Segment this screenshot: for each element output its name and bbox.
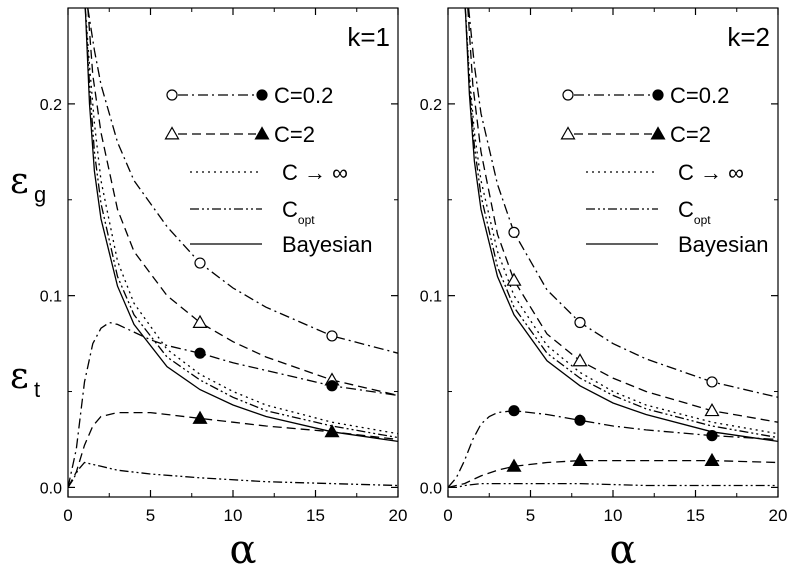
data-area — [68, 8, 398, 488]
data-point-marker — [572, 353, 588, 367]
panel-label: k=1 — [347, 22, 390, 52]
data-point-marker — [572, 452, 588, 467]
data-point-marker — [704, 402, 720, 417]
series-line-generalization-dashdot — [467, 8, 778, 398]
series-line-generalization-dashdot — [87, 8, 398, 354]
data-point-marker — [192, 314, 208, 328]
data-point-marker — [508, 226, 520, 238]
y-axis-symbols: ε g ε t — [10, 161, 46, 402]
x-tick-label: 5 — [526, 506, 535, 525]
legend-label: C=0.2 — [670, 83, 729, 108]
data-point-marker — [706, 430, 718, 442]
data-point-marker — [508, 405, 520, 417]
data-point-marker — [704, 452, 720, 467]
data-point-marker — [506, 272, 522, 286]
y-tick-label: 0.0 — [420, 480, 442, 497]
data-point-marker — [574, 316, 586, 329]
legend: C=0.2 C=2 C → ∞ Copt Bayesian — [164, 83, 373, 257]
series-line-generalization-dashdotdot — [464, 8, 778, 439]
legend-marker — [166, 89, 178, 101]
data-point-marker — [574, 414, 586, 426]
y-tick-label: 0.1 — [420, 289, 442, 306]
series-line-generalization-solid — [464, 8, 778, 443]
legend-marker — [256, 89, 268, 101]
legend-marker — [562, 89, 574, 101]
chart-panel-1: 0 5 10 15 20 0.0 0.1 0.2 α k=1 C=0.2 C=2 C → ∞ Copt Ba… — [40, 7, 408, 573]
legend-marker — [164, 126, 180, 140]
x-tick-label: 10 — [604, 506, 623, 525]
legend-marker — [652, 89, 664, 101]
legend: C=0.2 C=2 C → ∞ Copt Bayesian — [560, 83, 769, 257]
x-tick-label: 20 — [769, 506, 788, 525]
series-line-training-dashed — [68, 411, 398, 488]
x-tick-label: 15 — [686, 506, 705, 525]
x-tick-label: 10 — [224, 506, 243, 525]
chart-panel-2: 0 5 10 15 20 0.0 0.1 0.2 α k=2 C=0.2 C=2 C → ∞ Copt Ba… — [420, 7, 788, 573]
legend-label: C=2 — [274, 122, 315, 147]
data-point-marker — [506, 458, 522, 472]
y-tick-label: 0.1 — [40, 289, 62, 306]
y-axis-label-training-subscript: t — [34, 377, 40, 402]
data-area — [448, 8, 778, 489]
series-line-generalization-dotted — [464, 8, 778, 435]
data-point-marker — [192, 410, 208, 424]
x-axis-label: α — [229, 527, 256, 573]
data-point-marker — [706, 376, 718, 388]
series-line-generalization-dashdotdot — [84, 8, 398, 439]
legend-marker — [650, 126, 666, 140]
legend-label: Copt — [678, 197, 711, 227]
legend-label: Copt — [282, 197, 315, 227]
data-point-marker — [324, 424, 340, 438]
series-line-training-dashed — [448, 459, 778, 489]
y-tick-label: 0.0 — [40, 480, 62, 497]
x-tick-label: 20 — [389, 506, 408, 525]
legend-label: C=0.2 — [274, 83, 333, 108]
data-point-marker — [194, 257, 206, 269]
series-line-generalization-dashed — [87, 8, 398, 397]
y-axis-label-generalization-subscript: g — [34, 182, 46, 207]
legend-marker — [254, 126, 270, 140]
legend-marker — [560, 126, 576, 140]
data-point-marker — [326, 330, 338, 342]
series-line-training-dashdotdot — [68, 461, 398, 488]
series-line-generalization-dashed — [467, 8, 778, 423]
legend-label: Bayesian — [678, 232, 769, 257]
x-tick-label: 0 — [63, 506, 72, 525]
x-tick-label: 5 — [146, 506, 155, 525]
series-line-generalization-dotted — [84, 8, 398, 435]
y-axis-label-generalization: ε — [10, 161, 29, 202]
y-tick-label: 0.2 — [40, 97, 62, 114]
legend-label-subscript: opt — [298, 213, 315, 227]
y-tick-label: 0.2 — [420, 97, 442, 114]
data-point-marker — [326, 380, 338, 392]
legend-label: C=2 — [670, 122, 711, 147]
x-axis-label: α — [609, 527, 636, 573]
data-point-marker — [194, 347, 206, 359]
x-tick-label: 15 — [306, 506, 325, 525]
y-axis-label-training: ε — [10, 356, 29, 397]
series-line-training-dashdot — [448, 410, 778, 488]
series-line-training-dashdotdot — [448, 482, 778, 489]
series-line-generalization-solid — [84, 8, 398, 443]
legend-label: Bayesian — [282, 232, 373, 257]
x-tick-label: 0 — [443, 506, 452, 525]
legend-label-subscript: opt — [694, 213, 711, 227]
legend-label: C → ∞ — [282, 160, 348, 185]
series-line-training-dashdot — [68, 321, 398, 488]
legend-label: C → ∞ — [678, 160, 744, 185]
panel-label: k=2 — [727, 22, 770, 52]
